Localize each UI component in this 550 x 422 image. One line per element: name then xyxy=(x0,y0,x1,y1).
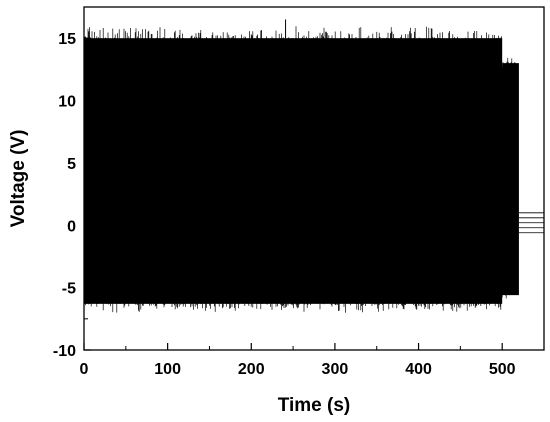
y-tick-label-4: 10 xyxy=(58,94,76,111)
y-tick-label-2: 0 xyxy=(67,218,76,235)
y-axis: -10 -5 0 5 10 15 xyxy=(53,31,91,360)
y-tick-label-0: -10 xyxy=(53,343,76,360)
y-axis-label: Voltage (V) xyxy=(8,130,29,228)
x-tick-label-2: 200 xyxy=(238,361,265,378)
signal-spikes-1 xyxy=(501,57,519,299)
x-tick-label-4: 400 xyxy=(405,361,432,378)
signal-trace xyxy=(83,19,544,313)
x-tick-label-0: 0 xyxy=(80,361,89,378)
x-axis: 0 100 200 300 400 500 xyxy=(80,343,516,378)
signal-spikes-0 xyxy=(83,26,502,313)
x-axis-label: Time (s) xyxy=(278,395,351,416)
plot-frame xyxy=(83,6,545,351)
x-tick-label-1: 100 xyxy=(154,361,181,378)
x-tick-label-5: 500 xyxy=(489,361,516,378)
y-tick-label-1: -5 xyxy=(62,281,76,298)
y-tick-label-5: 15 xyxy=(58,31,76,48)
x-tick-label-3: 300 xyxy=(322,361,349,378)
y-tick-label-3: 5 xyxy=(67,156,76,173)
